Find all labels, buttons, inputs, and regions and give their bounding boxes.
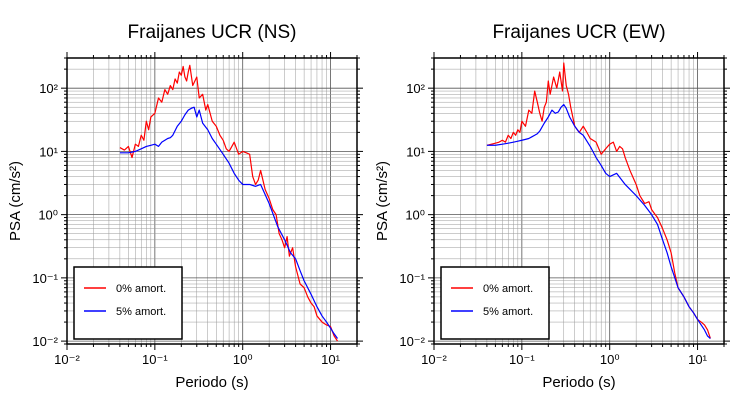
series-line-1 [119,106,338,339]
chart-panel-ew: Fraijanes UCR (EW) 10⁻² 10⁻¹ 10⁰ 10¹ 10⁻²10… [374,22,730,391]
legend-label-1: 5% amort. [116,306,166,318]
x-tick-label: 10⁰ [600,352,620,367]
legend-box [440,266,550,340]
series-layer [119,64,339,342]
y-tick-label: 10⁰ [38,208,58,223]
x-tick-label: 10⁻² [54,352,80,367]
x-tick-label: 10⁻¹ [142,352,168,367]
legend-label-0: 0% amort. [483,283,533,295]
chart-title: Fraijanes UCR (EW) [492,22,665,43]
legend: 0% amort. 5% amort. [73,266,183,340]
x-tick-label: 10⁻² [421,352,447,367]
y-axis-ticks: 10⁻² 10⁻¹ 10⁰ 10¹ 10² [32,57,363,349]
y-tick-label: 10⁰ [405,208,425,223]
plot-frame [433,57,725,345]
x-tick-label: 10⁻¹ [509,352,535,367]
y-tick-label: 10⁻² [399,334,425,349]
chart-panel-ns: Fraijanes UCR (NS) 10⁻² 10⁻¹ 10⁰ 10¹ 10⁻²10… [7,22,363,391]
plot-frame [66,57,358,345]
legend-box [73,266,183,340]
y-axis-ticks: 10⁻² 10⁻¹ 10⁰ 10¹ 10² [399,57,730,349]
y-tick-label: 10⁻² [32,334,58,349]
y-tick-label: 10² [406,81,425,96]
x-axis-ticks: 10⁻² 10⁻¹ 10⁰ 10¹ [54,52,358,367]
y-axis-label: PSA (cm/s²) [7,161,24,241]
y-tick-label: 10¹ [406,144,425,159]
y-tick-label: 10² [39,81,58,96]
legend: 0% amort. 5% amort. [440,266,550,340]
x-axis-label: Periodo (s) [175,374,248,391]
chart-title: Fraijanes UCR (NS) [128,22,297,43]
y-tick-label: 10⁻¹ [399,271,425,286]
y-tick-label: 10¹ [39,144,58,159]
x-tick-label: 10¹ [688,352,707,367]
series-line-1 [486,103,711,339]
x-axis-label: Periodo (s) [542,374,615,391]
x-tick-label: 10¹ [321,352,340,367]
y-axis-label: PSA (cm/s²) [374,161,391,241]
legend-label-0: 0% amort. [116,283,166,295]
legend-label-1: 5% amort. [483,306,533,318]
x-tick-label: 10⁰ [233,352,253,367]
x-axis-ticks: 10⁻² 10⁻¹ 10⁰ 10¹ [421,52,725,367]
y-tick-label: 10⁻¹ [32,271,58,286]
series-layer [486,62,711,339]
